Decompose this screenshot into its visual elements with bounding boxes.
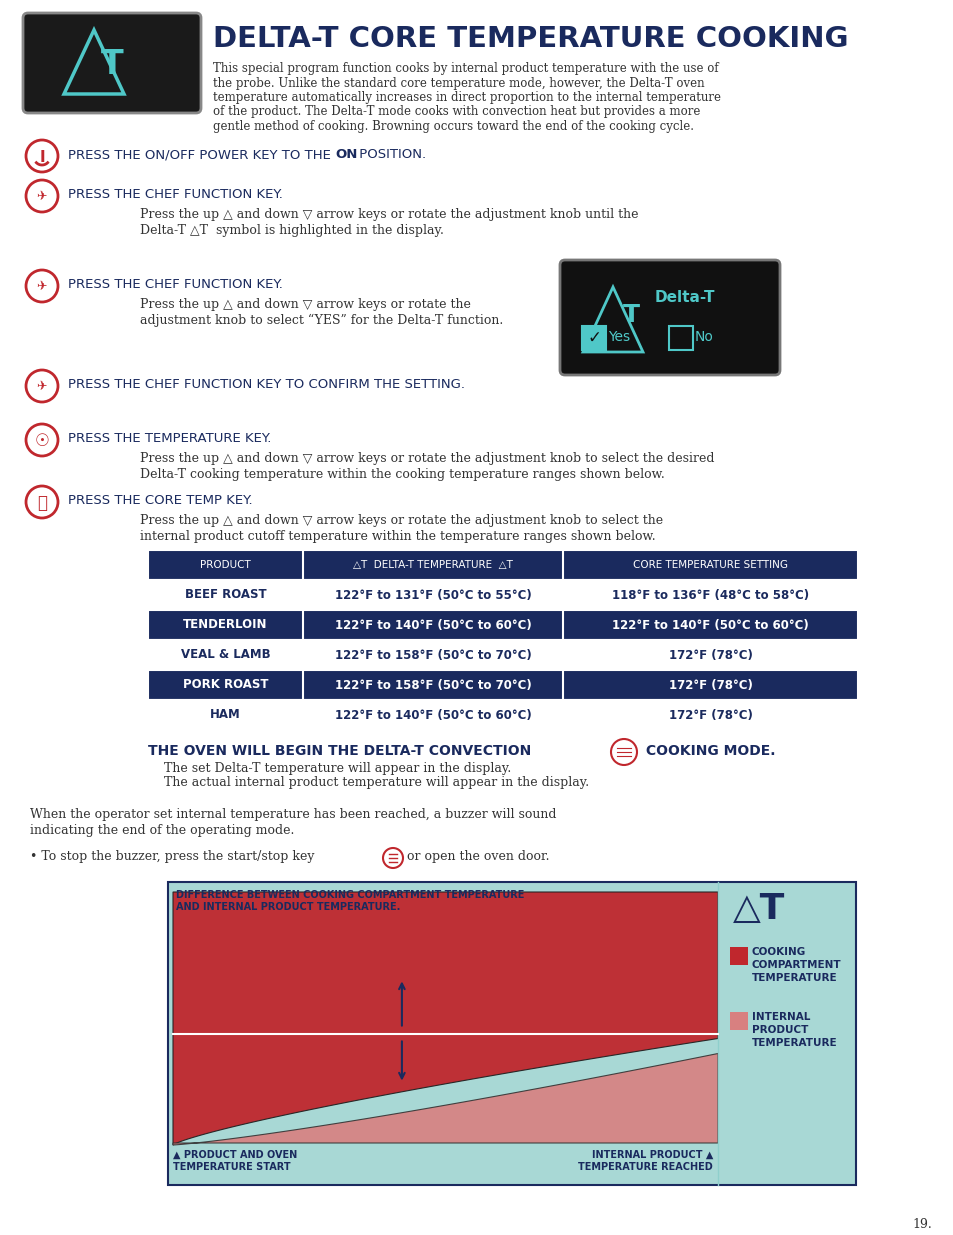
Text: 19.: 19. bbox=[911, 1218, 931, 1231]
Text: PRESS THE CHEF FUNCTION KEY TO CONFIRM THE SETTING.: PRESS THE CHEF FUNCTION KEY TO CONFIRM T… bbox=[68, 378, 464, 391]
Bar bbox=[729, 1011, 747, 1030]
Text: Delta-T △T  symbol is highlighted in the display.: Delta-T △T symbol is highlighted in the … bbox=[140, 224, 443, 237]
Bar bbox=[148, 700, 857, 730]
Text: PRESS THE CORE TEMP KEY.: PRESS THE CORE TEMP KEY. bbox=[68, 494, 253, 508]
Text: ✈: ✈ bbox=[37, 380, 48, 394]
Text: Press the up △ and down ▽ arrow keys or rotate the adjustment knob until the: Press the up △ and down ▽ arrow keys or … bbox=[140, 207, 638, 221]
Text: Press the up △ and down ▽ arrow keys or rotate the adjustment knob to select the: Press the up △ and down ▽ arrow keys or … bbox=[140, 514, 662, 527]
Bar bbox=[148, 640, 857, 671]
FancyBboxPatch shape bbox=[668, 326, 692, 350]
Text: 172°F (78°C): 172°F (78°C) bbox=[668, 648, 752, 662]
Text: BEEF ROAST: BEEF ROAST bbox=[185, 589, 266, 601]
Text: 122°F to 158°F (50°C to 70°C): 122°F to 158°F (50°C to 70°C) bbox=[335, 678, 531, 692]
Text: T: T bbox=[101, 48, 123, 82]
Text: DELTA-T CORE TEMPERATURE COOKING: DELTA-T CORE TEMPERATURE COOKING bbox=[213, 25, 847, 53]
Text: indicating the end of the operating mode.: indicating the end of the operating mode… bbox=[30, 824, 294, 837]
Text: PRESS THE ON/OFF POWER KEY TO THE: PRESS THE ON/OFF POWER KEY TO THE bbox=[68, 148, 335, 161]
Text: △T: △T bbox=[732, 892, 784, 926]
Text: COOKING MODE.: COOKING MODE. bbox=[640, 743, 775, 758]
Text: or open the oven door.: or open the oven door. bbox=[407, 850, 549, 863]
Text: I: I bbox=[39, 149, 45, 164]
Text: Delta-T cooking temperature within the cooking temperature ranges shown below.: Delta-T cooking temperature within the c… bbox=[140, 468, 664, 480]
Text: PRESS THE CHEF FUNCTION KEY.: PRESS THE CHEF FUNCTION KEY. bbox=[68, 278, 283, 291]
Text: △T  DELTA-T TEMPERATURE  △T: △T DELTA-T TEMPERATURE △T bbox=[353, 559, 513, 571]
Text: 122°F to 158°F (50°C to 70°C): 122°F to 158°F (50°C to 70°C) bbox=[335, 648, 531, 662]
Text: 172°F (78°C): 172°F (78°C) bbox=[668, 678, 752, 692]
Text: internal product cutoff temperature within the temperature ranges shown below.: internal product cutoff temperature with… bbox=[140, 530, 655, 543]
Text: 122°F to 140°F (50°C to 60°C): 122°F to 140°F (50°C to 60°C) bbox=[335, 619, 531, 631]
Text: PORK ROAST: PORK ROAST bbox=[183, 678, 268, 692]
Text: HAM: HAM bbox=[210, 709, 240, 721]
Text: Delta-T: Delta-T bbox=[655, 290, 715, 305]
Text: ☉: ☉ bbox=[34, 432, 50, 450]
Text: 118°F to 136°F (48°C to 58°C): 118°F to 136°F (48°C to 58°C) bbox=[611, 589, 808, 601]
Text: PRODUCT: PRODUCT bbox=[200, 559, 251, 571]
Text: temperature automatically increases in direct proportion to the internal tempera: temperature automatically increases in d… bbox=[213, 91, 720, 104]
Polygon shape bbox=[172, 892, 718, 1145]
Bar bbox=[148, 550, 857, 580]
Text: ▲ PRODUCT AND OVEN
TEMPERATURE START: ▲ PRODUCT AND OVEN TEMPERATURE START bbox=[172, 1150, 297, 1172]
Text: • To stop the buzzer, press the start/stop key: • To stop the buzzer, press the start/st… bbox=[30, 850, 314, 863]
Text: T: T bbox=[622, 303, 639, 327]
Bar bbox=[148, 610, 857, 640]
Text: Press the up △ and down ▽ arrow keys or rotate the adjustment knob to select the: Press the up △ and down ▽ arrow keys or … bbox=[140, 452, 714, 466]
Text: INTERNAL
PRODUCT
TEMPERATURE: INTERNAL PRODUCT TEMPERATURE bbox=[751, 1011, 837, 1049]
Text: The set Delta-T temperature will appear in the display.: The set Delta-T temperature will appear … bbox=[164, 762, 511, 776]
FancyBboxPatch shape bbox=[581, 326, 605, 350]
Text: of the product. The Delta-T mode cooks with convection heat but provides a more: of the product. The Delta-T mode cooks w… bbox=[213, 105, 700, 119]
Bar bbox=[148, 671, 857, 700]
Text: CORE TEMPERATURE SETTING: CORE TEMPERATURE SETTING bbox=[633, 559, 787, 571]
Text: POSITION.: POSITION. bbox=[355, 148, 426, 161]
Bar bbox=[148, 580, 857, 610]
Text: PRESS THE TEMPERATURE KEY.: PRESS THE TEMPERATURE KEY. bbox=[68, 432, 271, 445]
Text: This special program function cooks by internal product temperature with the use: This special program function cooks by i… bbox=[213, 62, 718, 75]
Text: adjustment knob to select “YES” for the Delta-T function.: adjustment knob to select “YES” for the … bbox=[140, 314, 503, 327]
Text: AND INTERNAL PRODUCT TEMPERATURE.: AND INTERNAL PRODUCT TEMPERATURE. bbox=[175, 902, 400, 911]
Text: ✈: ✈ bbox=[37, 280, 48, 294]
Text: TENDERLOIN: TENDERLOIN bbox=[183, 619, 268, 631]
Bar bbox=[168, 882, 855, 1186]
Text: ✈: ✈ bbox=[37, 190, 48, 204]
Text: ON: ON bbox=[335, 148, 357, 161]
Text: gentle method of cooking. Browning occurs toward the end of the cooking cycle.: gentle method of cooking. Browning occur… bbox=[213, 120, 693, 133]
Text: DIFFERENCE BETWEEN COOKING COMPARTMENT TEMPERATURE: DIFFERENCE BETWEEN COOKING COMPARTMENT T… bbox=[175, 890, 524, 900]
Polygon shape bbox=[172, 1053, 718, 1145]
Text: ⦿: ⦿ bbox=[37, 494, 47, 513]
Text: ✓: ✓ bbox=[586, 329, 600, 347]
Text: 122°F to 140°F (50°C to 60°C): 122°F to 140°F (50°C to 60°C) bbox=[612, 619, 808, 631]
Text: Yes: Yes bbox=[607, 330, 630, 345]
Text: The actual internal product temperature will appear in the display.: The actual internal product temperature … bbox=[164, 776, 589, 789]
Text: INTERNAL PRODUCT ▲
TEMPERATURE REACHED: INTERNAL PRODUCT ▲ TEMPERATURE REACHED bbox=[578, 1150, 712, 1172]
Text: the probe. Unlike the standard core temperature mode, however, the Delta-T oven: the probe. Unlike the standard core temp… bbox=[213, 77, 704, 89]
Text: THE OVEN WILL BEGIN THE DELTA-T CONVECTION: THE OVEN WILL BEGIN THE DELTA-T CONVECTI… bbox=[148, 743, 531, 758]
FancyBboxPatch shape bbox=[559, 261, 780, 375]
Text: 172°F (78°C): 172°F (78°C) bbox=[668, 709, 752, 721]
Text: VEAL & LAMB: VEAL & LAMB bbox=[180, 648, 270, 662]
Text: 122°F to 131°F (50°C to 55°C): 122°F to 131°F (50°C to 55°C) bbox=[335, 589, 531, 601]
Text: Press the up △ and down ▽ arrow keys or rotate the: Press the up △ and down ▽ arrow keys or … bbox=[140, 298, 471, 311]
Text: COOKING
COMPARTMENT
TEMPERATURE: COOKING COMPARTMENT TEMPERATURE bbox=[751, 947, 841, 983]
Text: When the operator set internal temperature has been reached, a buzzer will sound: When the operator set internal temperatu… bbox=[30, 808, 556, 821]
FancyBboxPatch shape bbox=[23, 14, 201, 112]
Text: PRESS THE CHEF FUNCTION KEY.: PRESS THE CHEF FUNCTION KEY. bbox=[68, 188, 283, 201]
Bar bbox=[729, 947, 747, 965]
Text: 122°F to 140°F (50°C to 60°C): 122°F to 140°F (50°C to 60°C) bbox=[335, 709, 531, 721]
Text: No: No bbox=[695, 330, 713, 345]
